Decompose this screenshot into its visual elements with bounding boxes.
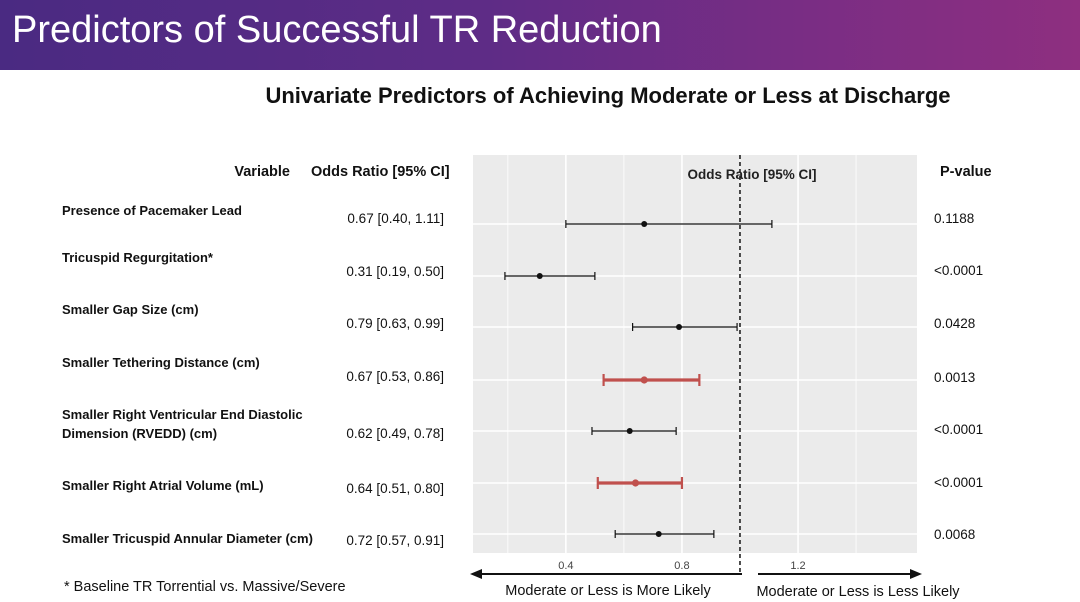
point-estimate bbox=[631, 479, 640, 487]
odds-ratio-text: 0.64 [0.51, 0.80] bbox=[346, 481, 444, 496]
x-tick-label: 0.4 bbox=[558, 560, 573, 572]
variable-label-line: Tricuspid Regurgitation* bbox=[62, 250, 214, 265]
variable-label-line: Smaller Gap Size (cm) bbox=[62, 302, 199, 317]
plot-panel bbox=[473, 155, 917, 553]
point-estimate bbox=[640, 376, 648, 384]
arrowhead-right bbox=[910, 569, 922, 579]
variable-label: Smaller Gap Size (cm) bbox=[62, 302, 199, 317]
point-estimate bbox=[641, 221, 648, 227]
variable-label-line: Smaller Tethering Distance (cm) bbox=[62, 355, 260, 370]
odds-ratio-text: 0.67 [0.40, 1.11] bbox=[347, 211, 444, 226]
odds-ratio-text: 0.72 [0.57, 0.91] bbox=[346, 533, 444, 548]
p-value-text: <0.0001 bbox=[934, 263, 983, 278]
slide-title: Predictors of Successful TR Reduction bbox=[12, 9, 662, 51]
variable-label: Smaller Tethering Distance (cm) bbox=[62, 355, 260, 370]
point-estimate bbox=[676, 324, 683, 330]
point-estimate bbox=[655, 531, 662, 537]
odds-ratio-text: 0.79 [0.63, 0.99] bbox=[346, 316, 444, 331]
x-tick-label: 0.8 bbox=[674, 560, 689, 572]
variable-label-line: Smaller Right Atrial Volume (mL) bbox=[62, 478, 264, 493]
variable-label-line: Smaller Right Ventricular End Diastolic bbox=[62, 407, 303, 422]
point-estimate bbox=[626, 428, 633, 434]
variable-label: Tricuspid Regurgitation* bbox=[62, 250, 214, 265]
odds-ratio-text: 0.62 [0.49, 0.78] bbox=[346, 426, 444, 441]
p-value-text: 0.1188 bbox=[934, 211, 974, 226]
odds-ratio-text: 0.67 [0.53, 0.86] bbox=[346, 369, 444, 384]
p-value-text: <0.0001 bbox=[934, 422, 983, 437]
direction-label-left: Moderate or Less is More Likely bbox=[505, 583, 711, 599]
point-estimate bbox=[536, 273, 543, 279]
column-header-variable: Variable bbox=[234, 164, 290, 180]
plot-label: Odds Ratio [95% CI] bbox=[687, 167, 816, 182]
direction-label-right: Moderate or Less is Less Likely bbox=[756, 584, 960, 600]
variable-label-line: Presence of Pacemaker Lead bbox=[62, 203, 242, 218]
variable-label-line: Smaller Tricuspid Annular Diameter (cm) bbox=[62, 531, 313, 546]
p-value-text: <0.0001 bbox=[934, 475, 983, 490]
chart-title: Univariate Predictors of Achieving Moder… bbox=[265, 83, 951, 108]
variable-label: Smaller Right Ventricular End Diastolic D… bbox=[62, 407, 303, 441]
p-value-text: 0.0428 bbox=[934, 316, 975, 331]
column-header-odds-ratio: Odds Ratio [95% CI] bbox=[311, 164, 450, 180]
title-banner: Predictors of Successful TR Reduction bbox=[0, 0, 1080, 70]
column-header-p-value: P-value bbox=[940, 164, 992, 180]
x-tick-label: 1.2 bbox=[790, 560, 805, 572]
arrowhead-left bbox=[470, 569, 482, 579]
variable-label-line: Dimension (RVEDD) (cm) bbox=[62, 426, 217, 441]
variable-label: Smaller Right Atrial Volume (mL) bbox=[62, 478, 264, 493]
variable-label: Smaller Tricuspid Annular Diameter (cm) bbox=[62, 531, 313, 546]
odds-ratio-text: 0.31 [0.19, 0.50] bbox=[346, 264, 444, 279]
footnote: * Baseline TR Torrential vs. Massive/Sev… bbox=[64, 579, 346, 595]
p-value-text: 0.0068 bbox=[934, 527, 975, 542]
p-value-text: 0.0013 bbox=[934, 370, 975, 385]
variable-label: Presence of Pacemaker Lead bbox=[62, 203, 242, 218]
